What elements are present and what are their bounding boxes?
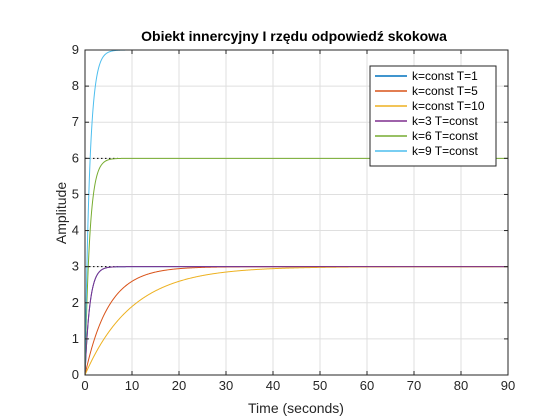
x-tick-label: 80 <box>454 378 468 393</box>
chart-title: Obiekt innercyjny I rzędu odpowiedź skok… <box>141 28 447 44</box>
series-line <box>84 266 508 376</box>
legend-entry-label: k=const T=5 <box>412 84 478 98</box>
x-tick-label: 0 <box>81 378 88 393</box>
legend-box <box>369 65 497 167</box>
y-tick-label: 9 <box>72 42 79 57</box>
y-tick-label: 6 <box>72 150 79 165</box>
axis-ticks: 0 10 20 30 40 50 60 70 80 90 0 1 2 3 4 5 6 7 8 9 <box>72 42 515 393</box>
x-axis-label: Time (seconds) <box>248 400 344 416</box>
y-tick-label: 7 <box>72 114 79 129</box>
x-tick-label: 50 <box>313 378 327 393</box>
y-tick-label: 2 <box>72 295 79 310</box>
legend-entry-label: k=const T=1 <box>412 69 478 83</box>
legend-entry-label: k=6 T=const <box>412 129 478 143</box>
x-tick-label: 20 <box>172 378 186 393</box>
y-axis-label: Amplitude <box>53 182 69 244</box>
legend-entry-label: k=9 T=const <box>412 144 478 158</box>
legend-entry-label: k=const T=10 <box>412 99 485 113</box>
y-tick-label: 1 <box>72 331 79 346</box>
y-tick-label: 0 <box>72 367 79 382</box>
x-tick-label: 30 <box>219 378 233 393</box>
x-tick-label: 40 <box>266 378 280 393</box>
legend: k=const T=1k=const T=5k=const T=10k=3 T=… <box>369 65 497 167</box>
y-tick-label: 4 <box>72 223 79 238</box>
y-tick-label: 8 <box>72 78 79 93</box>
plot-area-frame <box>84 49 509 376</box>
series-line <box>84 266 508 376</box>
y-tick-label: 3 <box>72 259 79 274</box>
x-tick-label: 70 <box>407 378 421 393</box>
series-line <box>84 266 508 376</box>
legend-entry-label: k=3 T=const <box>412 114 478 128</box>
y-tick-label: 5 <box>72 186 79 201</box>
x-tick-label: 10 <box>125 378 139 393</box>
series-line <box>84 266 508 376</box>
x-tick-label: 90 <box>501 378 515 393</box>
x-tick-label: 60 <box>360 378 374 393</box>
